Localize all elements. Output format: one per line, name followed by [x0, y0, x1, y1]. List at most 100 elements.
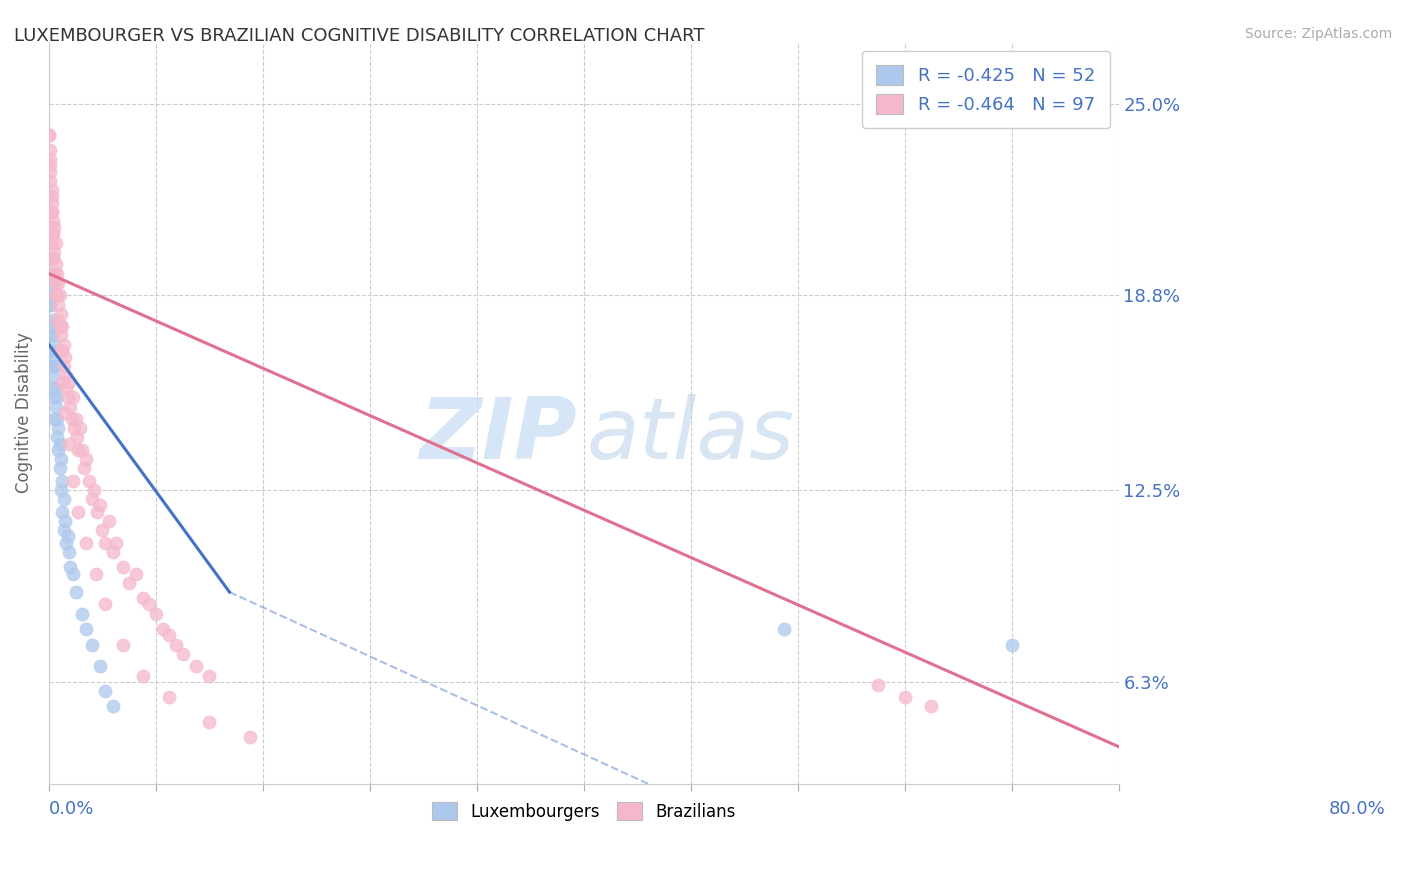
Point: [49, 307, 72, 321]
Point: [198, 668, 221, 682]
Point: [51, 505, 73, 519]
Point: [83, 483, 105, 497]
Point: [73, 461, 96, 475]
Point: [42, 227, 65, 241]
Point: [42, 251, 65, 265]
Point: [41, 204, 63, 219]
Point: [39, 297, 62, 311]
Point: [118, 575, 141, 590]
Point: [44, 267, 66, 281]
Point: [39, 153, 62, 167]
Point: [62, 474, 84, 488]
Point: [56, 390, 79, 404]
Point: [94, 535, 117, 549]
Point: [39, 204, 62, 219]
Point: [91, 523, 114, 537]
Legend: Luxembourgers, Brazilians: Luxembourgers, Brazilians: [426, 796, 742, 828]
Point: [38, 189, 60, 203]
Point: [46, 288, 69, 302]
Point: [89, 499, 111, 513]
Point: [53, 514, 76, 528]
Point: [49, 452, 72, 467]
Point: [46, 412, 69, 426]
Point: [62, 390, 84, 404]
Point: [41, 288, 63, 302]
Point: [46, 276, 69, 290]
Text: 80.0%: 80.0%: [1329, 800, 1386, 818]
Point: [41, 183, 63, 197]
Point: [44, 267, 66, 281]
Point: [46, 267, 69, 281]
Point: [98, 514, 121, 528]
Point: [46, 390, 69, 404]
Text: ZIP: ZIP: [419, 393, 576, 476]
Point: [46, 430, 69, 444]
Point: [66, 430, 89, 444]
Point: [45, 381, 67, 395]
Point: [86, 505, 108, 519]
Point: [48, 319, 70, 334]
Point: [893, 690, 915, 705]
Point: [53, 350, 76, 364]
Text: Source: ZipAtlas.com: Source: ZipAtlas.com: [1244, 27, 1392, 41]
Point: [165, 638, 187, 652]
Point: [41, 189, 63, 203]
Point: [42, 313, 65, 327]
Point: [80, 492, 103, 507]
Point: [52, 337, 75, 351]
Point: [39, 251, 62, 265]
Point: [41, 235, 63, 250]
Point: [51, 474, 73, 488]
Point: [49, 483, 72, 497]
Point: [920, 699, 942, 714]
Point: [62, 566, 84, 581]
Point: [39, 174, 62, 188]
Point: [80, 638, 103, 652]
Point: [75, 622, 97, 636]
Point: [65, 412, 87, 426]
Point: [39, 328, 62, 343]
Point: [44, 359, 66, 374]
Point: [238, 731, 260, 745]
Point: [152, 622, 174, 636]
Point: [48, 343, 70, 358]
Point: [41, 276, 63, 290]
Point: [65, 585, 87, 599]
Point: [45, 235, 67, 250]
Point: [58, 436, 80, 450]
Point: [46, 313, 69, 327]
Point: [41, 204, 63, 219]
Point: [39, 220, 62, 235]
Point: [131, 591, 153, 606]
Point: [125, 566, 148, 581]
Point: [866, 678, 889, 692]
Point: [198, 714, 221, 729]
Point: [48, 436, 70, 450]
Point: [44, 412, 66, 426]
Point: [94, 684, 117, 698]
Point: [51, 319, 73, 334]
Point: [41, 343, 63, 358]
Point: [48, 288, 70, 302]
Point: [184, 659, 207, 673]
Point: [39, 158, 62, 172]
Point: [1001, 638, 1024, 652]
Point: [67, 442, 90, 457]
Point: [75, 535, 97, 549]
Point: [39, 350, 62, 364]
Point: [39, 297, 62, 311]
Point: [58, 545, 80, 559]
Point: [55, 381, 77, 395]
Point: [111, 638, 134, 652]
Point: [48, 461, 70, 475]
Point: [38, 128, 60, 142]
Point: [172, 647, 194, 661]
Point: [38, 343, 60, 358]
Point: [41, 319, 63, 334]
Point: [44, 337, 66, 351]
Point: [41, 195, 63, 210]
Y-axis label: Cognitive Disability: Cognitive Disability: [15, 333, 32, 493]
Text: 0.0%: 0.0%: [49, 800, 94, 818]
Point: [157, 690, 180, 705]
Point: [52, 492, 75, 507]
